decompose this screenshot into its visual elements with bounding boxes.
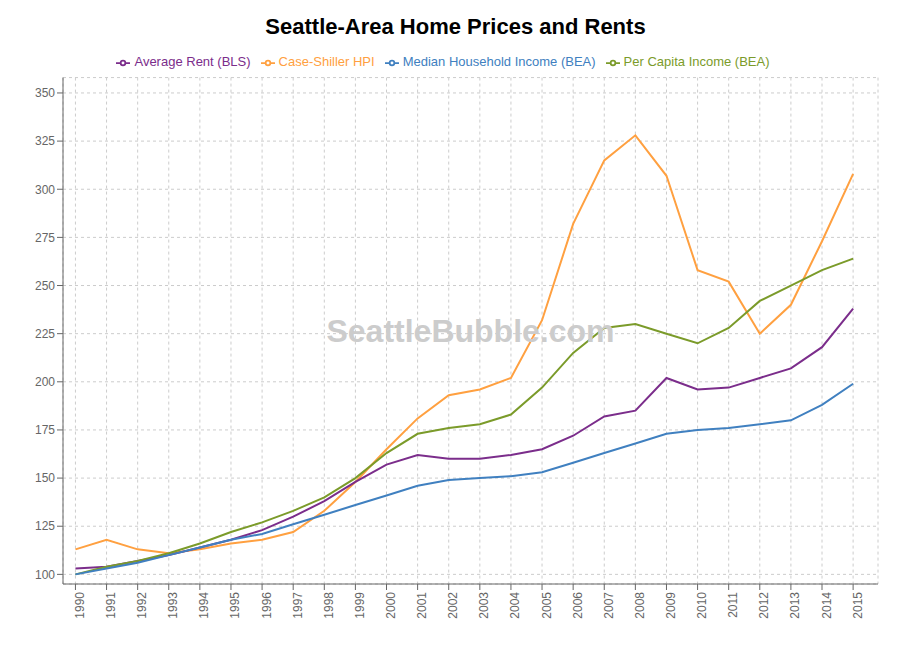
svg-text:SeattleBubble.com: SeattleBubble.com bbox=[326, 313, 614, 349]
svg-text:2011: 2011 bbox=[726, 592, 740, 618]
svg-text:2012: 2012 bbox=[757, 592, 771, 619]
svg-text:2001: 2001 bbox=[415, 592, 429, 619]
svg-text:2002: 2002 bbox=[446, 592, 460, 619]
svg-text:1998: 1998 bbox=[322, 592, 336, 619]
svg-text:2015: 2015 bbox=[851, 592, 865, 619]
html-text:Case-Shiller HPI: Case-Shiller HPI bbox=[278, 54, 375, 69]
svg-text:350: 350 bbox=[35, 86, 55, 100]
svg-text:200: 200 bbox=[35, 375, 55, 389]
html-text:Per Capita Income (BEA): Per Capita Income (BEA) bbox=[623, 54, 770, 69]
svg-text:1992: 1992 bbox=[135, 592, 149, 619]
svg-text:2006: 2006 bbox=[571, 592, 585, 619]
html-text:Average Rent (BLS): Average Rent (BLS) bbox=[134, 54, 251, 69]
svg-text:100: 100 bbox=[35, 568, 55, 582]
svg-text:2008: 2008 bbox=[633, 592, 647, 619]
svg-text:325: 325 bbox=[35, 134, 55, 148]
svg-text:300: 300 bbox=[35, 183, 55, 197]
svg-text:2007: 2007 bbox=[602, 592, 616, 619]
html-text:Seattle-Area Home Prices and R: Seattle-Area Home Prices and Rents bbox=[265, 14, 646, 39]
svg-text:150: 150 bbox=[35, 471, 55, 485]
svg-text:1990: 1990 bbox=[73, 592, 87, 619]
svg-text:125: 125 bbox=[35, 519, 55, 533]
svg-text:1994: 1994 bbox=[197, 592, 211, 619]
svg-text:2009: 2009 bbox=[664, 592, 678, 619]
svg-text:2004: 2004 bbox=[508, 592, 522, 619]
svg-text:225: 225 bbox=[35, 327, 55, 341]
svg-text:2014: 2014 bbox=[820, 592, 834, 619]
svg-text:2000: 2000 bbox=[384, 592, 398, 619]
svg-text:1993: 1993 bbox=[166, 592, 180, 619]
svg-text:175: 175 bbox=[35, 423, 55, 437]
html-text:Median Household Income (BEA): Median Household Income (BEA) bbox=[402, 54, 596, 69]
svg-text:1991: 1991 bbox=[104, 592, 118, 619]
svg-text:2003: 2003 bbox=[477, 592, 491, 619]
svg-text:2013: 2013 bbox=[788, 592, 802, 619]
svg-text:250: 250 bbox=[35, 279, 55, 293]
svg-text:2005: 2005 bbox=[540, 592, 554, 619]
svg-text:1999: 1999 bbox=[353, 592, 367, 619]
svg-text:1996: 1996 bbox=[260, 592, 274, 619]
svg-text:1995: 1995 bbox=[228, 592, 242, 619]
svg-text:275: 275 bbox=[35, 231, 55, 245]
svg-text:1997: 1997 bbox=[291, 592, 305, 619]
svg-text:2010: 2010 bbox=[695, 592, 709, 619]
